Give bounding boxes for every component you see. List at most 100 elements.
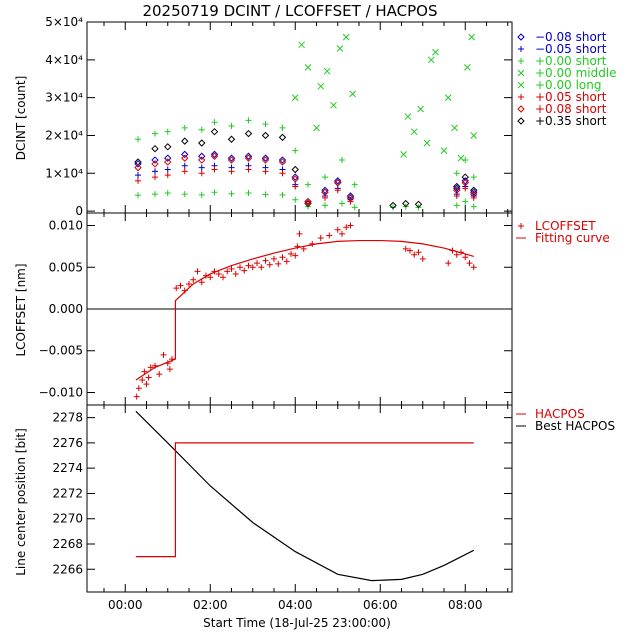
ytick-label-dcint: 2×10⁴: [45, 128, 83, 142]
lcoffset-point: [139, 376, 146, 383]
dcint-point-7: [228, 168, 235, 175]
dcint-point-3: [278, 133, 287, 142]
dcint-point-3: [181, 137, 189, 145]
dcint-point-5: [210, 152, 219, 160]
lcoffset-point: [334, 226, 341, 233]
plot-frame-hacpos: [86, 404, 513, 593]
lcoffset-point: [186, 280, 192, 287]
dcint-point-3: [198, 139, 206, 147]
dcint-point-3: [261, 131, 270, 140]
ytick-label-hacpos: 2272: [52, 486, 83, 500]
dcint-point-0: [262, 121, 269, 128]
best-hacpos-line: [135, 410, 475, 582]
dcint-point-7: [462, 185, 469, 192]
dcint-point-0: [305, 181, 311, 188]
legend-marker: [518, 46, 524, 52]
ytick-label-lcoffset: −0.005: [39, 344, 83, 358]
lcoffset-point: [279, 254, 286, 261]
lcoffset-point: [292, 252, 299, 259]
legend-label: −0.05 short: [535, 42, 607, 56]
dcint-point-1: [245, 189, 252, 196]
dcint-point-0: [181, 124, 188, 131]
dcint-point-3: [389, 201, 397, 210]
legend-marker: [517, 105, 525, 113]
ytick-label-lcoffset: 0.005: [49, 260, 83, 274]
lcoffset-point: [194, 268, 201, 275]
dcint-point-1: [181, 191, 188, 198]
lcoffset-point: [160, 351, 167, 358]
dcint-point-7: [164, 172, 171, 179]
lcoffset-point: [271, 255, 277, 262]
dcint-point-3: [291, 165, 299, 174]
ytick-label-hacpos: 2276: [52, 436, 83, 450]
dcint-point-2: [404, 113, 412, 120]
dcint-point-4: [278, 156, 287, 164]
dcint-point-5: [134, 163, 142, 172]
xtick-label: 08:00: [448, 598, 483, 612]
lcoffset-point: [181, 287, 188, 294]
lcoffset-point: [135, 385, 142, 392]
ytick-label-hacpos: 2278: [52, 411, 83, 425]
dcint-point-0: [351, 181, 358, 188]
dcint-point-2: [400, 151, 407, 158]
legend-marker: [517, 33, 525, 41]
lcoffset-point: [317, 235, 324, 242]
dcint-point-1: [453, 202, 460, 209]
lcoffset-point: [343, 224, 350, 231]
dcint-point-0: [152, 130, 158, 137]
dcint-point-5: [198, 156, 206, 164]
dcint-point-1: [339, 200, 345, 207]
dcint-point-2: [323, 67, 331, 75]
ytick-label-dcint: 5×10⁴: [45, 15, 83, 29]
lcoffset-point: [190, 276, 197, 283]
lcoffset-point: [458, 249, 464, 256]
dcint-point-5: [261, 156, 270, 164]
legend-label: +0.35 short: [535, 114, 607, 128]
lcoffset-point: [141, 368, 148, 375]
ytick-label-hacpos: 2270: [52, 512, 83, 526]
dcint-point-7: [262, 168, 269, 175]
lcoffset-point: [173, 285, 180, 292]
xtick-label: 02:00: [193, 598, 228, 612]
ytick-label-dcint: 3×10⁴: [45, 91, 83, 105]
chart-title: 20250719 DCINT / LCOFFSET / HACPOS: [142, 2, 437, 20]
dcint-point-1: [228, 190, 235, 197]
dcint-point-1: [211, 189, 218, 196]
dcint-point-2: [304, 64, 312, 71]
dcint-point-4: [291, 173, 299, 181]
ytick-label-dcint: 4×10⁴: [45, 53, 83, 67]
dcint-point-2: [336, 45, 344, 52]
lcoffset-point: [241, 267, 248, 274]
lcoffset-point: [166, 366, 173, 373]
lcoffset-point: [347, 222, 354, 229]
lcoffset-point: [402, 245, 409, 252]
ylabel-lcoffset: LCOFFSET [nm]: [14, 263, 28, 356]
plot-frame-dcint: [86, 21, 513, 214]
xlabel: Start Time (18-Jul-25 23:00:00): [203, 616, 391, 630]
ytick-label-dcint: 1×10⁴: [45, 166, 83, 180]
legend-marker: [518, 58, 524, 64]
dcint-point-0: [470, 174, 477, 181]
lcoffset-point: [232, 270, 239, 277]
lcoffset-point: [275, 260, 282, 267]
legend-marker: [517, 69, 525, 77]
dcint-point-7: [305, 200, 311, 207]
xtick-label: 04:00: [278, 598, 313, 612]
dcint-point-4: [164, 154, 172, 162]
dcint-point-0: [279, 124, 286, 131]
panel-hacpos: 2266 2268 2270 2272 2274 2276 2278 00:00 02:00 04…: [52, 404, 513, 612]
dcint-point-2: [417, 105, 424, 113]
dcint-point-1: [322, 202, 328, 209]
dcint-point-7: [334, 187, 341, 194]
lcoffset-point: [309, 240, 316, 247]
legend-label: LCOFFSET: [535, 219, 596, 233]
lcoffset-point: [237, 264, 243, 271]
dcint-point-0: [164, 128, 171, 135]
dcint-point-1: [135, 192, 141, 199]
dcint-point-1: [462, 198, 469, 205]
dcint-point-2: [313, 124, 320, 132]
legend-label: +0.00 long: [535, 78, 602, 92]
dcint-point-4: [334, 177, 342, 185]
lcoffset-point: [207, 274, 214, 281]
